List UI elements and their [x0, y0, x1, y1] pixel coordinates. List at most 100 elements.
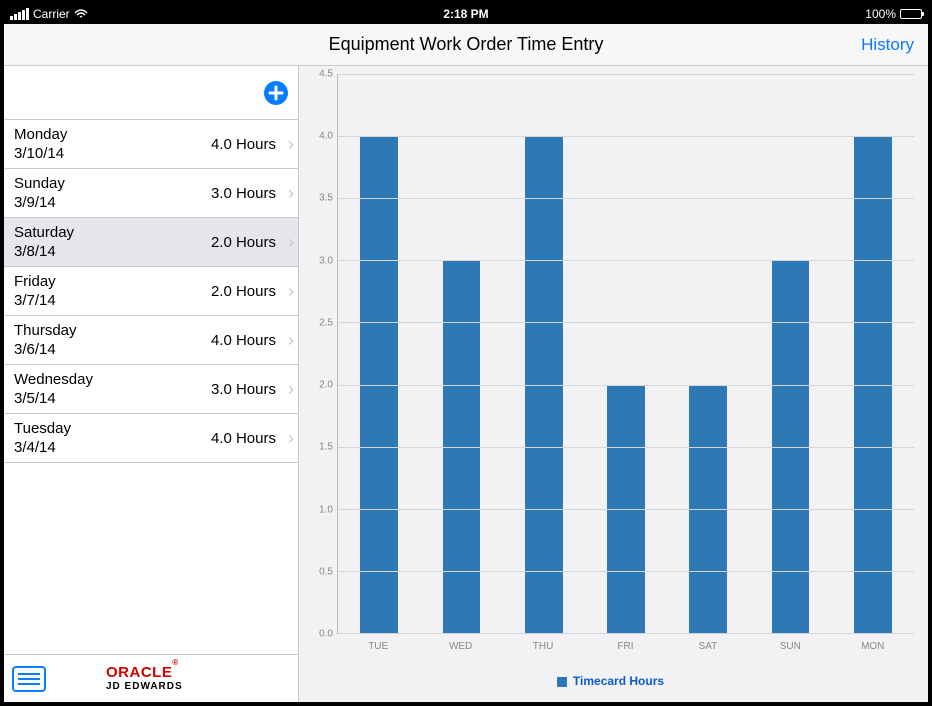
- carrier-label: Carrier: [33, 7, 70, 21]
- day-name-label: Sunday: [14, 175, 211, 192]
- signal-icon: [10, 8, 29, 20]
- app-screen: Equipment Work Order Time Entry History …: [4, 24, 928, 702]
- day-row[interactable]: Wednesday3/5/143.0 Hours›: [4, 365, 298, 414]
- oracle-logo-text: ORACLE®: [106, 665, 179, 682]
- jde-logo-text: JD EDWARDS: [106, 681, 183, 692]
- day-date-label: 3/9/14: [14, 194, 211, 211]
- status-bar: Carrier 2:18 PM 100%: [4, 4, 928, 24]
- gridline: [338, 385, 914, 386]
- status-left: Carrier: [10, 7, 88, 21]
- nav-bar: Equipment Work Order Time Entry History: [4, 24, 928, 66]
- day-name-label: Monday: [14, 126, 211, 143]
- legend-label: Timecard Hours: [573, 674, 664, 688]
- gridline: [338, 633, 914, 634]
- day-text: Thursday3/6/14: [14, 322, 211, 358]
- y-tick-label: 1.5: [319, 442, 333, 453]
- day-row[interactable]: Saturday3/8/142.0 Hours›: [4, 218, 298, 267]
- chevron-right-icon: ›: [288, 428, 294, 449]
- y-tick-label: 0.5: [319, 566, 333, 577]
- day-date-label: 3/6/14: [14, 341, 211, 358]
- day-row[interactable]: Monday3/10/144.0 Hours›: [4, 120, 298, 169]
- day-hours-label: 4.0 Hours: [211, 430, 276, 447]
- menu-button[interactable]: [12, 666, 46, 692]
- bar-slot: [338, 74, 420, 633]
- day-row[interactable]: Thursday3/6/144.0 Hours ›: [4, 316, 298, 365]
- chart-area: 0.00.51.01.52.02.53.03.54.04.5 TUEWEDTHU…: [307, 74, 914, 662]
- x-axis-labels: TUEWEDTHUFRISATSUNMON: [337, 641, 914, 652]
- bar-slot: [420, 74, 502, 633]
- sidebar-footer: ORACLE® JD EDWARDS: [4, 654, 298, 702]
- y-tick-label: 1.0: [319, 504, 333, 515]
- gridline: [338, 260, 914, 261]
- chevron-right-icon: ›: [288, 183, 294, 204]
- x-tick-label: THU: [502, 641, 584, 652]
- gridline: [338, 198, 914, 199]
- chevron-right-icon: ›: [288, 134, 294, 155]
- day-date-label: 3/10/14: [14, 145, 211, 162]
- brand-block: ORACLE® JD EDWARDS: [106, 665, 183, 693]
- day-name-label: Saturday: [14, 224, 211, 241]
- x-tick-label: SUN: [749, 641, 831, 652]
- day-hours-label: 4.0 Hours: [211, 332, 276, 349]
- day-hours-label: 2.0 Hours: [211, 283, 276, 300]
- day-row[interactable]: Friday 3/7/142.0 Hours ›: [4, 267, 298, 316]
- y-tick-label: 2.0: [319, 380, 333, 391]
- day-hours-label: 2.0 Hours: [211, 234, 276, 251]
- gridline: [338, 447, 914, 448]
- day-date-label: 3/4/14: [14, 439, 211, 456]
- page-title: Equipment Work Order Time Entry: [4, 34, 928, 55]
- status-right: 100%: [865, 7, 922, 21]
- x-tick-label: MON: [832, 641, 914, 652]
- bar-slot: [585, 74, 667, 633]
- gridline: [338, 322, 914, 323]
- x-tick-label: FRI: [584, 641, 666, 652]
- bar-slot: [832, 74, 914, 633]
- add-entry-button[interactable]: [264, 81, 288, 105]
- y-axis: 0.00.51.01.52.02.53.03.54.04.5: [307, 74, 337, 634]
- chevron-right-icon: ›: [288, 281, 294, 302]
- gridline: [338, 74, 914, 75]
- day-text: Tuesday 3/4/14: [14, 420, 211, 456]
- day-name-label: Friday: [14, 273, 211, 290]
- x-tick-label: WED: [419, 641, 501, 652]
- bars-container: [338, 74, 914, 633]
- wifi-icon: [74, 9, 88, 19]
- plus-icon: [268, 85, 284, 101]
- chart-pane: 0.00.51.01.52.02.53.03.54.04.5 TUEWEDTHU…: [299, 66, 928, 702]
- chevron-right-icon: ›: [288, 330, 294, 351]
- y-tick-label: 3.5: [319, 193, 333, 204]
- day-date-label: 3/8/14: [14, 243, 211, 260]
- day-text: Wednesday3/5/14: [14, 371, 211, 407]
- day-hours-label: 3.0 Hours: [211, 185, 276, 202]
- day-name-label: Tuesday: [14, 420, 211, 437]
- legend-swatch: [557, 677, 567, 687]
- day-text: Sunday 3/9/14: [14, 175, 211, 211]
- y-tick-label: 3.0: [319, 255, 333, 266]
- y-tick-label: 4.5: [319, 69, 333, 80]
- day-text: Friday 3/7/14: [14, 273, 211, 309]
- device-frame: Carrier 2:18 PM 100% Equipment Work Orde…: [0, 0, 932, 706]
- gridline: [338, 571, 914, 572]
- day-row[interactable]: Tuesday 3/4/144.0 Hours ›: [4, 414, 298, 463]
- day-hours-label: 3.0 Hours: [211, 381, 276, 398]
- battery-pct-label: 100%: [865, 7, 896, 21]
- gridline: [338, 136, 914, 137]
- day-list: Monday3/10/144.0 Hours›Sunday3/9/143.0 H…: [4, 120, 298, 654]
- bar-slot: [667, 74, 749, 633]
- bar-slot: [749, 74, 831, 633]
- oracle-word: ORACLE: [106, 664, 172, 681]
- battery-icon: [900, 9, 922, 19]
- y-tick-label: 4.0: [319, 131, 333, 142]
- clock-label: 2:18 PM: [10, 7, 922, 21]
- history-button[interactable]: History: [861, 35, 914, 55]
- x-tick-label: SAT: [667, 641, 749, 652]
- day-row[interactable]: Sunday 3/9/143.0 Hours ›: [4, 169, 298, 218]
- day-date-label: 3/7/14: [14, 292, 211, 309]
- plot-area: [337, 74, 914, 634]
- y-tick-label: 0.0: [319, 629, 333, 640]
- sidebar: Monday3/10/144.0 Hours›Sunday3/9/143.0 H…: [4, 66, 299, 702]
- day-name-label: Wednesday: [14, 371, 211, 388]
- registered-mark: ®: [172, 658, 178, 667]
- gridline: [338, 509, 914, 510]
- chart-legend: Timecard Hours: [307, 662, 914, 694]
